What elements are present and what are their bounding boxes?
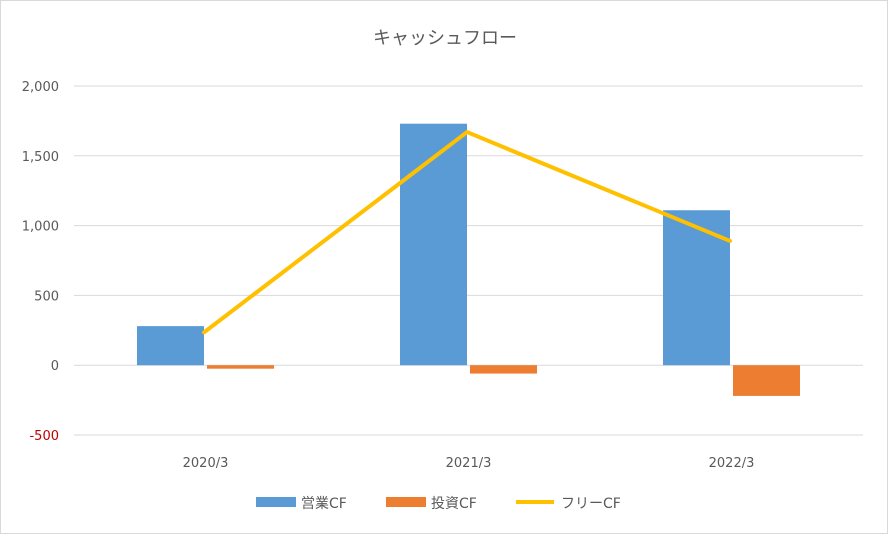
- free-cf-line: [202, 130, 732, 335]
- legend-label: フリーCF: [561, 496, 621, 512]
- bar-investing-cf: [733, 365, 800, 396]
- legend-swatch: [386, 497, 426, 507]
- y-tick-label: 0: [51, 359, 59, 374]
- x-tick-label: 2021/3: [446, 456, 492, 471]
- y-tick-label: 1,500: [22, 150, 59, 165]
- bar-operating-cf: [137, 326, 204, 366]
- x-tick-label: 2022/3: [709, 456, 755, 471]
- x-tick-label: 2020/3: [183, 456, 229, 471]
- y-axis-tick-labels: -500 0 500 1,000 1,500 2,000: [22, 80, 59, 444]
- bar-investing-cf: [470, 365, 537, 374]
- gridlines: [74, 85, 863, 436]
- legend-swatch: [256, 497, 296, 507]
- y-tick-label: 500: [34, 289, 59, 304]
- legend: 営業CF 投資CF フリーCF: [256, 496, 621, 512]
- bar-operating-cf: [400, 123, 467, 366]
- y-tick-label: 2,000: [22, 80, 59, 95]
- chart-title: キャッシュフロー: [373, 28, 517, 49]
- y-tick-label: -500: [29, 429, 59, 444]
- bar-investing-cf: [207, 365, 274, 369]
- bar-operating-cf: [663, 210, 730, 366]
- legend-label: 投資CF: [431, 496, 477, 512]
- y-tick-label: 1,000: [22, 220, 59, 235]
- x-axis-tick-labels: 2020/3 2021/3 2022/3: [183, 456, 755, 471]
- bar-series: [137, 123, 800, 396]
- line-series: [202, 130, 732, 335]
- legend-label: 営業CF: [301, 496, 347, 512]
